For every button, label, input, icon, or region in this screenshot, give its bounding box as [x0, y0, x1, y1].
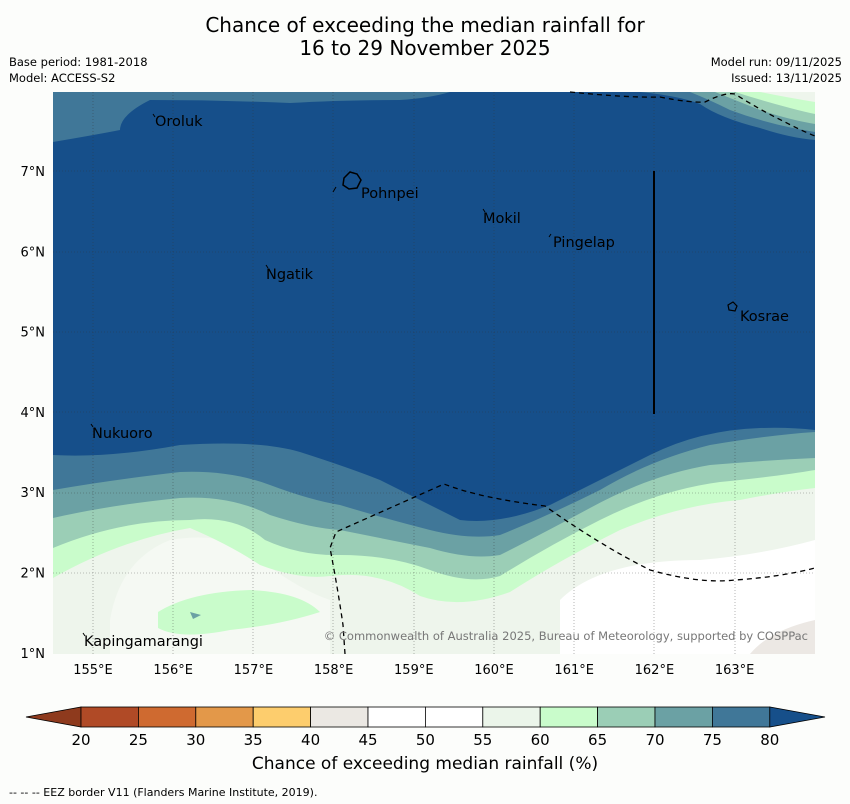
colorbar-title: Chance of exceeding median rainfall (%) — [251, 754, 599, 774]
lon-tick-label: 157°E — [234, 663, 274, 678]
label-pohnpei: Pohnpei — [361, 186, 419, 202]
colorbar-tick-label: 25 — [129, 731, 148, 749]
colorbar-tick-label: 50 — [416, 731, 435, 749]
label-mokil: Mokil — [483, 211, 521, 227]
lat-tick-label: 2°N — [21, 567, 46, 582]
colorbar-tick-label: 60 — [531, 731, 550, 749]
colorbar-segment — [310, 706, 369, 728]
colorbar-segment — [424, 706, 484, 728]
rainfall-map: Oroluk Pohnpei Mokil Pingelap Ngatik Kos… — [21, 91, 816, 678]
model-run: Model run: 09/11/2025 — [710, 55, 842, 69]
lon-tick-label: 162°E — [635, 663, 675, 678]
label-oroluk: Oroluk — [155, 114, 203, 130]
eez-borders — [329, 91, 816, 655]
colorbar-tick-label: 80 — [760, 731, 779, 749]
lon-tick-label: 158°E — [314, 663, 354, 678]
colorbar-segment — [195, 706, 254, 728]
colorbar-tick-label: 35 — [244, 731, 263, 749]
meta-left: Base period: 1981-2018 Model: ACCESS-S2 — [9, 54, 148, 86]
map-contours — [53, 92, 815, 654]
kosrae-island — [727, 301, 738, 312]
contour-55-topright — [760, 92, 815, 102]
ant-atoll — [332, 186, 337, 193]
lon-tick-label: 155°E — [73, 663, 113, 678]
colorbar-tick-label: 45 — [358, 731, 377, 749]
lon-tick-label: 159°E — [394, 663, 434, 678]
colorbar-under-arrow — [25, 706, 82, 728]
colorbar-over-arrow — [769, 706, 826, 728]
contour-speck — [190, 612, 201, 619]
lat-tick-label: 4°N — [21, 406, 46, 421]
contour-50 — [560, 540, 815, 654]
label-pingelap: Pingelap — [553, 235, 615, 251]
colorbar-segments — [25, 706, 826, 728]
meta-right: Model run: 09/11/2025 Issued: 13/11/2025 — [711, 54, 842, 86]
label-nukuoro: Nukuoro — [92, 426, 153, 442]
colorbar-segment — [712, 706, 771, 728]
model-name: Model: ACCESS-S2 — [9, 71, 116, 85]
lat-tick-label: 6°N — [21, 245, 46, 260]
label-ngatik: Ngatik — [266, 267, 314, 283]
colorbar-tick-label: 70 — [645, 731, 664, 749]
longitude-ticks: 155°E 156°E 157°E 158°E 159°E 160°E 161°E 162°E… — [73, 663, 754, 678]
label-kapingamarangi: Kapingamarangi — [84, 634, 203, 650]
copyright-notice: © Commonwealth of Australia 2025, Bureau… — [324, 629, 808, 643]
colorbar-ticks: 20 25 30 35 40 45 50 55 60 65 70 75 80 — [71, 731, 779, 749]
eez-footnote: -- -- -- EEZ border V11 (Flanders Marine… — [9, 786, 318, 799]
issued-date: Issued: 13/11/2025 — [731, 71, 842, 85]
contour-80 — [53, 92, 815, 521]
colorbar-segment — [137, 706, 197, 728]
latitude-ticks: 7°N 6°N 5°N 4°N 3°N 2°N 1°N — [21, 165, 46, 662]
colorbar-tick-label: 65 — [588, 731, 607, 749]
lon-tick-label: 160°E — [474, 663, 514, 678]
lat-tick-label: 7°N — [21, 165, 46, 180]
lon-tick-label: 161°E — [554, 663, 594, 678]
colorbar-segment — [80, 706, 139, 728]
lon-tick-label: 163°E — [715, 663, 755, 678]
pohnpei-island — [342, 171, 362, 190]
lat-tick-label: 1°N — [21, 647, 46, 662]
colorbar-tick-label: 55 — [473, 731, 492, 749]
lon-tick-label: 156°E — [153, 663, 193, 678]
colorbar-tick-label: 75 — [703, 731, 722, 749]
contour-45 — [750, 620, 815, 654]
base-period: Base period: 1981-2018 — [9, 55, 148, 69]
colorbar-segment — [539, 706, 599, 728]
title-line-1: Chance of exceeding the median rainfall … — [205, 13, 645, 37]
colorbar-segment — [654, 706, 713, 728]
contour-75-topleft — [53, 92, 450, 142]
lat-tick-label: 5°N — [21, 326, 46, 341]
lat-tick-label: 3°N — [21, 486, 46, 501]
title-line-2: 16 to 29 November 2025 — [299, 36, 551, 60]
label-kosrae: Kosrae — [740, 309, 789, 325]
colorbar-segment — [482, 706, 541, 728]
colorbar-tick-label: 40 — [301, 731, 320, 749]
contour-60-patch — [158, 590, 320, 635]
colorbar-segment — [252, 706, 311, 728]
colorbar-segment — [367, 706, 426, 728]
colorbar-segment — [597, 706, 656, 728]
graticule — [53, 92, 815, 654]
atoll-marks — [82, 113, 552, 637]
colorbar-tick-label: 20 — [71, 731, 90, 749]
colorbar-tick-label: 30 — [186, 731, 205, 749]
chart-title: Chance of exceeding the median rainfall … — [0, 14, 850, 60]
